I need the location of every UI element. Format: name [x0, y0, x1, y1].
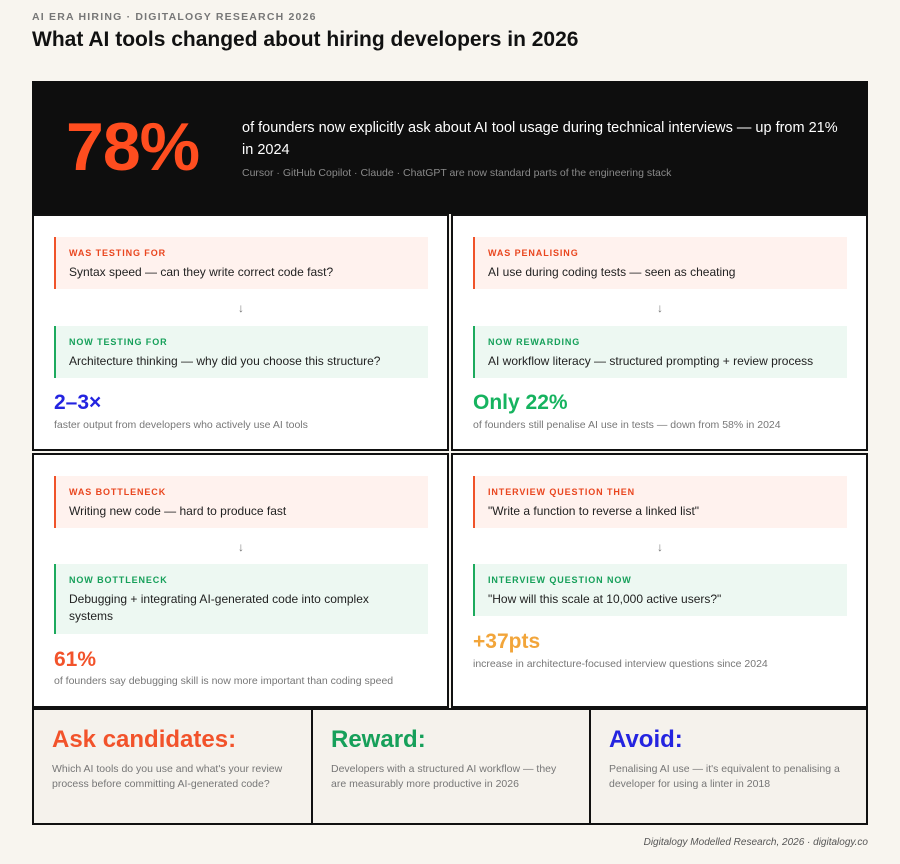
stat-caption: increase in architecture-focused intervi… [473, 658, 768, 670]
takeaway-avoid: Avoid: Penalising AI use — it's equivale… [589, 710, 866, 823]
old-box: WAS PENALISING AI use during coding test… [473, 237, 847, 289]
old-label: WAS BOTTLENECK [69, 487, 167, 497]
down-arrow-icon: ↓ [657, 301, 663, 315]
new-text: AI workflow literacy — structured prompt… [488, 354, 814, 368]
hero-stat: 78% [66, 109, 200, 185]
new-text: Architecture thinking — why did you choo… [69, 354, 381, 368]
down-arrow-icon: ↓ [238, 301, 244, 315]
footer-credit: Digitalogy Modelled Research, 2026 · dig… [643, 837, 868, 848]
panel-interview: INTERVIEW QUESTION THEN "Write a functio… [451, 453, 868, 708]
down-arrow-icon: ↓ [238, 540, 244, 554]
page-title: What AI tools changed about hiring devel… [32, 28, 579, 51]
hero-text: of founders now explicitly ask about AI … [242, 120, 838, 158]
new-text: "How will this scale at 10,000 active us… [488, 592, 722, 606]
new-text: Debugging + integrating AI-generated cod… [69, 592, 369, 623]
panel-penalising: WAS PENALISING AI use during coding test… [451, 214, 868, 451]
takeaway-ask: Ask candidates: Which AI tools do you us… [34, 710, 311, 823]
takeaway-reward: Reward: Developers with a structured AI … [311, 710, 589, 823]
stat-value: 2–3× [54, 391, 102, 414]
takeaway-text: Which AI tools do you use and what's you… [52, 763, 283, 790]
new-label: NOW BOTTLENECK [69, 575, 168, 585]
hero-banner: 78% of founders now explicitly ask about… [32, 81, 868, 214]
new-box: NOW REWARDING AI workflow literacy — str… [473, 326, 847, 378]
eyebrow: AI ERA HIRING · DIGITALOGY RESEARCH 2026 [32, 11, 317, 23]
new-label: INTERVIEW QUESTION NOW [488, 575, 632, 585]
new-label: NOW TESTING FOR [69, 337, 168, 347]
panel-testing: WAS TESTING FOR Syntax speed — can they … [32, 214, 449, 451]
old-text: Syntax speed — can they write correct co… [69, 265, 334, 279]
old-box: WAS TESTING FOR Syntax speed — can they … [54, 237, 428, 289]
hero-subtext: Cursor · GitHub Copilot · Claude · ChatG… [242, 167, 672, 179]
stat-value: Only 22% [473, 391, 568, 414]
old-text: Writing new code — hard to produce fast [69, 504, 287, 518]
old-text: AI use during coding tests — seen as che… [488, 265, 736, 279]
new-box: NOW BOTTLENECK Debugging + integrating A… [54, 564, 428, 634]
new-label: NOW REWARDING [488, 337, 581, 347]
takeaway-heading: Ask candidates: [52, 726, 237, 753]
stat-caption: of founders still penalise AI use in tes… [473, 419, 781, 431]
takeaway-text: Penalising AI use — it's equivalent to p… [609, 763, 840, 790]
takeaway-heading: Avoid: [609, 726, 683, 753]
down-arrow-icon: ↓ [657, 540, 663, 554]
old-label: INTERVIEW QUESTION THEN [488, 487, 636, 497]
panel-bottleneck: WAS BOTTLENECK Writing new code — hard t… [32, 453, 449, 708]
old-box: INTERVIEW QUESTION THEN "Write a functio… [473, 476, 847, 528]
old-label: WAS PENALISING [488, 248, 579, 258]
stat-caption: of founders say debugging skill is now m… [54, 675, 394, 687]
old-box: WAS BOTTLENECK Writing new code — hard t… [54, 476, 428, 528]
old-text: "Write a function to reverse a linked li… [488, 504, 700, 518]
takeaway-text: Developers with a structured AI workflow… [331, 763, 557, 790]
new-box: INTERVIEW QUESTION NOW "How will this sc… [473, 564, 847, 616]
old-label: WAS TESTING FOR [69, 248, 167, 258]
stat-caption: faster output from developers who active… [54, 419, 308, 431]
new-box: NOW TESTING FOR Architecture thinking — … [54, 326, 428, 378]
takeaway-heading: Reward: [331, 726, 426, 753]
stat-value: +37pts [473, 630, 541, 653]
takeaways: Ask candidates: Which AI tools do you us… [32, 708, 868, 825]
stat-value: 61% [54, 648, 97, 671]
